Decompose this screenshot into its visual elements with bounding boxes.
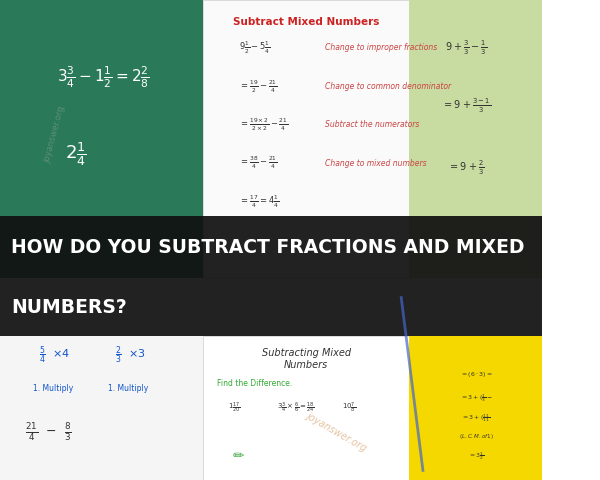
Text: Change to common denominator: Change to common denominator	[325, 82, 451, 91]
Text: Subtract Mixed Numbers: Subtract Mixed Numbers	[233, 17, 380, 27]
Text: $3\frac{3}{4} - 1\frac{1}{2} = 2\frac{2}{8}$: $3\frac{3}{4} - 1\frac{1}{2} = 2\frac{2}…	[56, 64, 149, 90]
FancyBboxPatch shape	[409, 0, 542, 278]
Text: $= \frac{38}{4} - \frac{21}{4}$: $= \frac{38}{4} - \frac{21}{4}$	[239, 155, 277, 171]
Text: $\frac{21}{4}$  $-$  $\frac{8}{3}$: $\frac{21}{4}$ $-$ $\frac{8}{3}$	[25, 421, 72, 443]
Text: $= 3 + (\frac{1}{3} -$: $= 3 + (\frac{1}{3} -$	[460, 393, 493, 404]
Text: $3\frac{3}{4}\times\frac{6}{6}=\frac{18}{24}$: $3\frac{3}{4}\times\frac{6}{6}=\frac{18}…	[277, 401, 314, 415]
FancyBboxPatch shape	[409, 336, 542, 480]
FancyBboxPatch shape	[0, 336, 203, 480]
Text: $= \frac{19\times2}{2\times2} - \frac{21}{4}$: $= \frac{19\times2}{2\times2} - \frac{21…	[239, 117, 288, 133]
Text: $= 3\frac{1}{2}$: $= 3\frac{1}{2}$	[468, 450, 484, 462]
Text: $10\frac{7}{8}$: $10\frac{7}{8}$	[341, 401, 356, 415]
Text: Change to mixed numbers: Change to mixed numbers	[325, 159, 427, 168]
FancyBboxPatch shape	[0, 0, 203, 278]
Text: $= \frac{17}{4} = 4\frac{1}{4}$: $= \frac{17}{4} = 4\frac{1}{4}$	[239, 193, 278, 210]
FancyBboxPatch shape	[0, 216, 542, 336]
Text: $1\frac{17}{20}$: $1\frac{17}{20}$	[228, 401, 241, 415]
Text: 1. Multiply: 1. Multiply	[32, 384, 73, 393]
Text: $= (6\cdot3)=$: $= (6\cdot3)=$	[460, 370, 493, 379]
Text: joyanswer.org: joyanswer.org	[42, 105, 66, 164]
Text: ✏: ✏	[233, 449, 244, 463]
Text: $\frac{2}{3}$  $\times 3$: $\frac{2}{3}$ $\times 3$	[115, 345, 146, 366]
Text: 1. Multiply: 1. Multiply	[109, 384, 149, 393]
Text: Change to improper fractions: Change to improper fractions	[325, 44, 437, 52]
Text: $9 + \frac{3}{3} - \frac{1}{3}$: $9 + \frac{3}{3} - \frac{1}{3}$	[445, 39, 487, 57]
Text: $2\frac{1}{4}$: $2\frac{1}{4}$	[65, 140, 86, 168]
Text: $= 9 + \frac{3-1}{3}$: $= 9 + \frac{3-1}{3}$	[442, 96, 491, 115]
Text: $= 3 + (\frac{11}{11}$: $= 3 + (\frac{11}{11}$	[461, 412, 491, 423]
Text: $= 9 + \frac{2}{3}$: $= 9 + \frac{2}{3}$	[448, 159, 485, 177]
FancyBboxPatch shape	[203, 336, 409, 480]
Text: $\frac{5}{4}$  $\times 4$: $\frac{5}{4}$ $\times 4$	[38, 345, 70, 366]
Text: Subtract the numerators: Subtract the numerators	[325, 120, 419, 129]
Text: $(L.C.M. of 1)$: $(L.C.M. of 1)$	[459, 432, 493, 441]
Text: Find the Difference.: Find the Difference.	[217, 380, 292, 388]
Text: NUMBERS?: NUMBERS?	[11, 298, 127, 317]
Text: Subtracting Mixed
Numbers: Subtracting Mixed Numbers	[262, 348, 351, 370]
Text: joyanswer.org: joyanswer.org	[304, 410, 368, 454]
Text: $9\frac{1}{2} - 5\frac{1}{4}$: $9\frac{1}{2} - 5\frac{1}{4}$	[239, 40, 270, 56]
Text: $= \frac{19}{2} - \frac{21}{4}$: $= \frac{19}{2} - \frac{21}{4}$	[239, 78, 277, 95]
Text: HOW DO YOU SUBTRACT FRACTIONS AND MIXED: HOW DO YOU SUBTRACT FRACTIONS AND MIXED	[11, 238, 524, 257]
FancyBboxPatch shape	[203, 0, 409, 278]
